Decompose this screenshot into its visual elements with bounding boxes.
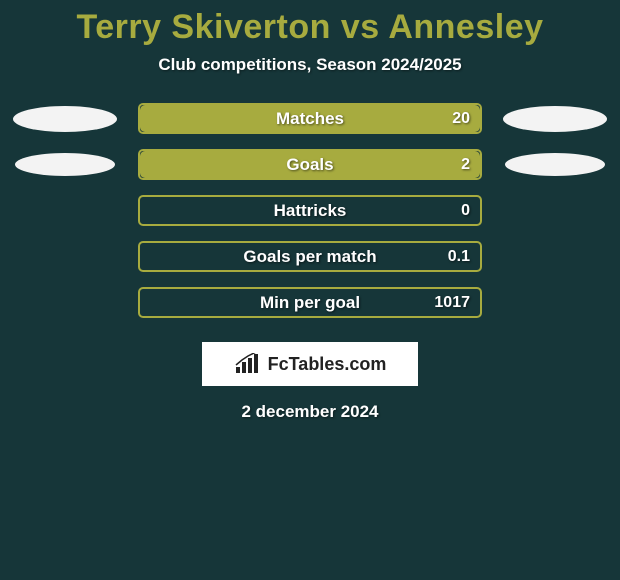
left-ellipse-slot xyxy=(10,287,120,318)
vs-separator: vs xyxy=(341,8,380,46)
stat-label: Matches xyxy=(276,109,344,129)
stat-bar: Goals 2 xyxy=(138,149,482,180)
stat-row: Hattricks 0 xyxy=(0,195,620,226)
stat-label: Min per goal xyxy=(260,293,360,313)
right-ellipse-slot xyxy=(500,241,610,272)
player2-name: Annesley xyxy=(388,8,543,46)
comparison-card: Terry Skiverton vs Annesley Club competi… xyxy=(0,0,620,580)
right-ellipse-slot xyxy=(500,195,610,226)
left-ellipse-icon xyxy=(13,106,117,132)
stat-rows: Matches 20 Goals 2 Hattricks 0 Goals per match… xyxy=(0,103,620,318)
left-ellipse-slot xyxy=(10,241,120,272)
stat-label: Hattricks xyxy=(274,201,347,221)
stat-value: 20 xyxy=(452,110,470,128)
stat-value: 0.1 xyxy=(448,248,470,266)
stat-row: Min per goal 1017 xyxy=(0,287,620,318)
right-ellipse-slot xyxy=(500,103,610,134)
stat-label: Goals xyxy=(286,155,333,175)
subtitle: Club competitions, Season 2024/2025 xyxy=(0,55,620,75)
bar-chart-icon xyxy=(234,353,260,375)
right-ellipse-slot xyxy=(500,287,610,318)
stat-label: Goals per match xyxy=(243,247,376,267)
left-ellipse-icon xyxy=(15,153,115,176)
player1-name: Terry Skiverton xyxy=(76,8,330,46)
left-ellipse-slot xyxy=(10,103,120,134)
stat-bar: Goals per match 0.1 xyxy=(138,241,482,272)
footer-logo: FcTables.com xyxy=(202,342,418,386)
stat-value: 0 xyxy=(461,202,470,220)
footer-date: 2 december 2024 xyxy=(0,402,620,422)
footer-logo-text: FcTables.com xyxy=(268,354,387,375)
stat-value: 2 xyxy=(461,156,470,174)
stat-bar: Matches 20 xyxy=(138,103,482,134)
stat-bar: Hattricks 0 xyxy=(138,195,482,226)
left-ellipse-slot xyxy=(10,149,120,180)
stat-value: 1017 xyxy=(434,294,470,312)
page-title: Terry Skiverton vs Annesley xyxy=(0,0,620,47)
right-ellipse-icon xyxy=(505,153,605,176)
stat-row: Matches 20 xyxy=(0,103,620,134)
stat-bar: Min per goal 1017 xyxy=(138,287,482,318)
left-ellipse-slot xyxy=(10,195,120,226)
right-ellipse-slot xyxy=(500,149,610,180)
stat-row: Goals 2 xyxy=(0,149,620,180)
stat-row: Goals per match 0.1 xyxy=(0,241,620,272)
right-ellipse-icon xyxy=(503,106,607,132)
